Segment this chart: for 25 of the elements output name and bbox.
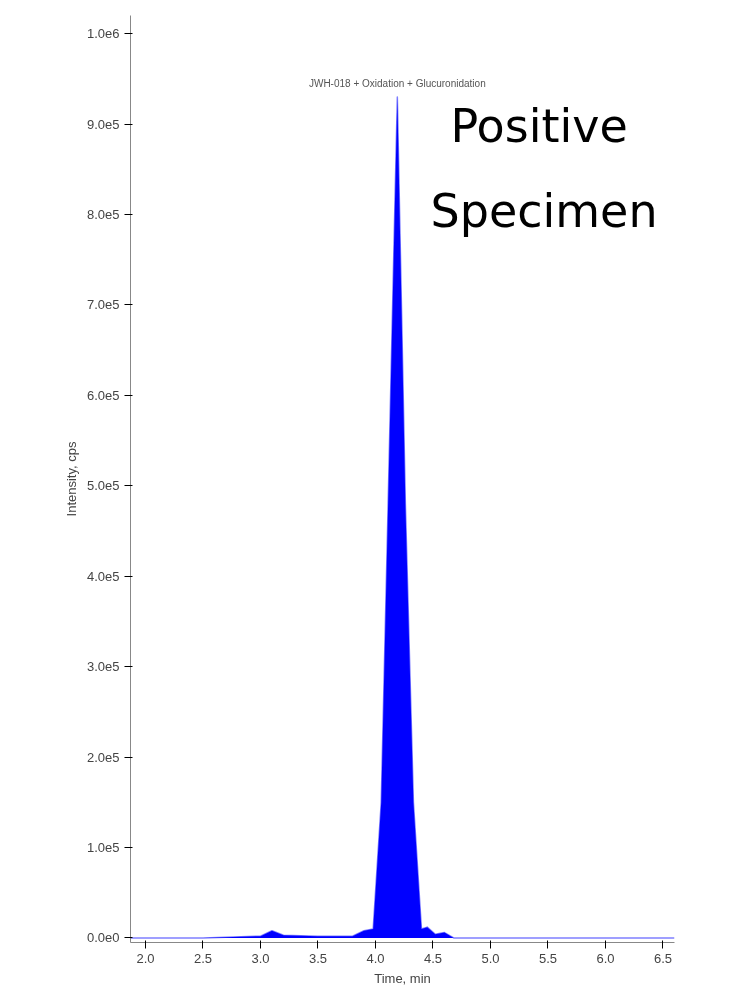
x-tick-label: 3.5: [308, 950, 328, 966]
y-tick-label: 4.0e5: [86, 568, 120, 584]
x-tick-label: 3.0: [251, 950, 270, 966]
y-tick-label: 5.0e5: [86, 478, 120, 494]
x-tick-label: 2.5: [193, 950, 212, 966]
annotation: Positive Specimen: [430, 98, 658, 238]
annotation: JWH-018 + Oxidation + Glucuronidation: [308, 77, 486, 89]
x-tick-label: 6.5: [653, 950, 673, 966]
y-tick-label: 9.0e5: [86, 116, 120, 132]
x-axis-title: Time, min: [374, 970, 431, 986]
y-tick-label: 2.0e5: [86, 749, 120, 765]
y-tick-label: 8.0e5: [86, 206, 120, 222]
y-axis-title: Intensity, cps: [63, 441, 79, 517]
y-tick-label: 1.0e5: [86, 840, 120, 856]
x-tick-label: 4.5: [423, 950, 443, 966]
x-tick-label: 4.0: [366, 950, 385, 966]
x-tick-label: 5.5: [538, 950, 558, 966]
x-tick-label: 5.0: [481, 950, 500, 966]
y-tick-label: 3.0e5: [86, 659, 120, 675]
y-tick-label: 6.0e5: [86, 387, 120, 403]
y-tick-label: 1.0e6: [86, 26, 120, 42]
y-tick-label: 7.0e5: [86, 297, 120, 313]
x-tick-label: 2.0: [136, 950, 155, 966]
y-tick-label: 0.0e0: [86, 930, 120, 946]
x-tick-label: 6.0: [596, 950, 615, 966]
